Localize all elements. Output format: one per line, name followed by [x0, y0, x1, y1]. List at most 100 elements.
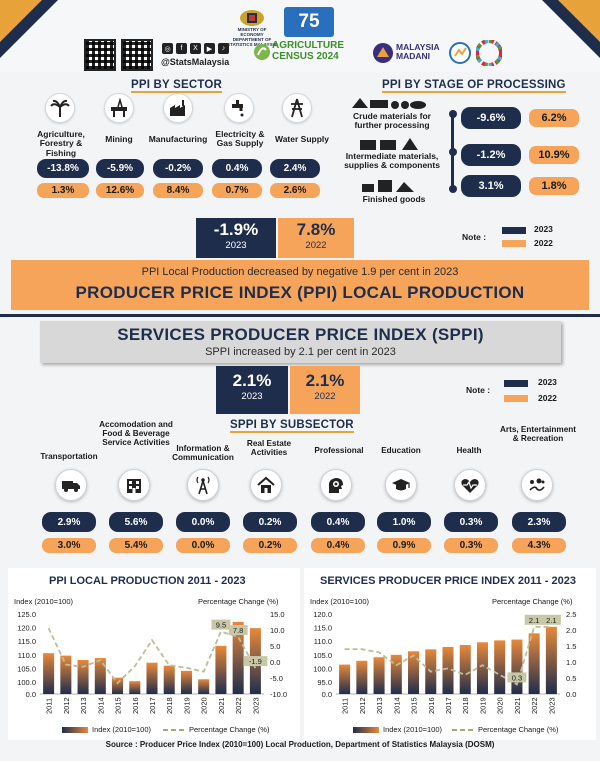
percentage-change-line — [47, 627, 257, 685]
x-tick-label: 2018 — [165, 697, 174, 714]
legend-year-2022-1: 2022 — [534, 238, 553, 248]
x-tick-label: 2014 — [392, 697, 401, 714]
bar-2020 — [494, 640, 506, 694]
tiktok-icon[interactable]: ♪ — [218, 43, 229, 54]
ministry-name: MINISTRY OF ECONOMY DEPARTMENT OF STATIS… — [227, 27, 277, 47]
bar-2014 — [94, 658, 106, 694]
sppi-left-axis-label: Index (2010=100) — [310, 597, 370, 606]
subsector-information-2023: 0.0% — [176, 512, 230, 532]
bar-2011 — [339, 664, 351, 694]
sector-label-manufacturing: Manufacturing — [148, 134, 208, 144]
left-tick-label: 120.0 — [313, 610, 332, 619]
subsector-label-arts: Arts, Entertainment & Recreation — [500, 425, 576, 444]
left-tick-label: 115.0 — [314, 624, 332, 633]
subsector-arts-2023: 2.3% — [512, 512, 566, 532]
x-icon[interactable]: X — [190, 43, 201, 54]
legend-note-1: Note : — [462, 232, 487, 242]
x-tick-label: 2020 — [496, 697, 505, 714]
sector-water-2022: 2.6% — [270, 183, 320, 198]
ppi-local-banner: PPI Local Production decreased by negati… — [11, 260, 589, 310]
stage-dot-1 — [449, 110, 457, 118]
legend-swatch-2023-2 — [504, 380, 528, 387]
bar-2015 — [408, 651, 420, 694]
x-tick-label: 2017 — [148, 697, 157, 714]
right-tick-label: 0.0 — [270, 658, 280, 667]
x-tick-label: 2022 — [530, 697, 539, 714]
ppi-local-title: PRODUCER PRICE INDEX (PPI) LOCAL PRODUCT… — [75, 283, 525, 302]
subsector-label-transportation: Transportation — [40, 452, 98, 461]
ppi-local-2023-year: 2023 — [225, 240, 247, 251]
bar-2019 — [180, 670, 192, 694]
left-tick-label: 125.0 — [17, 610, 36, 619]
sppi-2022-value: 2.1% — [305, 371, 345, 390]
bar-2017 — [146, 662, 158, 694]
x-tick-label: 2016 — [131, 697, 140, 714]
ppi-local-2023-value: -1.9% — [213, 220, 259, 239]
sector-water-2023: 2.4% — [270, 159, 320, 178]
ppi-left-axis-label: Index (2010=100) — [14, 597, 74, 606]
legend-year-2023-1: 2023 — [534, 224, 553, 234]
qr-code-2[interactable] — [121, 39, 153, 71]
legend-year-2022-2: 2022 — [538, 393, 557, 403]
right-tick-label: 2.0 — [566, 626, 576, 635]
x-tick-label: 2018 — [461, 697, 470, 714]
subsector-education-2022: 0.9% — [377, 538, 431, 553]
left-tick-label: 0.0 — [322, 690, 332, 699]
instagram-icon[interactable]: ◎ — [162, 43, 173, 54]
legend-year-2023-2: 2023 — [538, 377, 557, 387]
sector-agriculture-2023: -13.8% — [37, 159, 89, 178]
ppi-legend-line-swatch — [163, 729, 185, 731]
facebook-icon[interactable]: f — [176, 43, 187, 54]
qr-code-1[interactable] — [84, 39, 116, 71]
ppi-stage-title: PPI BY STAGE OF PROCESSING — [382, 79, 566, 93]
bar-2019 — [476, 642, 488, 694]
social-handle: @StatsMalaysia — [161, 57, 230, 67]
data-label-bg — [243, 656, 268, 667]
source-note: Source : Producer Price Index (2010=100)… — [105, 740, 495, 749]
x-tick-label: 2014 — [96, 697, 105, 714]
subsector-label-accomodation: Accomodation and Food & Beverage Service… — [99, 420, 173, 448]
bar-2017 — [442, 646, 454, 694]
legend-swatch-2022-2 — [504, 395, 528, 402]
left-tick-label: 110.0 — [314, 637, 332, 646]
stage-finished-2023: 3.1% — [461, 175, 521, 197]
sector-label-electricity: Electricity & Gas Supply — [215, 129, 265, 149]
sppi-2023-box: 2.1% 2023 — [216, 366, 288, 414]
sppi-2022-box: 2.1% 2022 — [290, 366, 360, 414]
subsector-label-professional: Professional — [314, 446, 364, 455]
youtube-icon[interactable]: ▶ — [204, 43, 215, 54]
bar-2015 — [112, 677, 124, 694]
crude-materials-icon — [352, 98, 426, 109]
left-tick-label: 105.0 — [17, 664, 36, 673]
x-tick-label: 2023 — [547, 697, 556, 714]
sdg-wheel-icon — [476, 40, 502, 66]
ppi-right-axis-label: Percentage Change (%) — [198, 597, 279, 606]
header-bar: MINISTRY OF ECONOMY DEPARTMENT OF STATIS… — [0, 0, 600, 72]
left-tick-label: 115.0 — [18, 637, 36, 646]
corner-accent-right — [558, 0, 600, 42]
bar-2021 — [215, 645, 227, 694]
right-tick-label: 0.5 — [566, 674, 576, 683]
antenna-icon — [187, 469, 219, 501]
corner-accent-left — [0, 0, 42, 42]
subsector-education-2023: 1.0% — [377, 512, 431, 532]
bar-2012 — [60, 655, 72, 694]
subsector-health-2023: 0.3% — [444, 512, 498, 532]
percentage-change-line — [344, 625, 552, 686]
left-tick-label: 0.0 — [26, 690, 36, 699]
palm-tree-icon — [45, 93, 75, 123]
sppi-title: SERVICES PRODUCER PRICE INDEX (SPPI) — [117, 325, 484, 344]
left-tick-label: 120.0 — [17, 624, 36, 633]
heart-pulse-icon — [454, 469, 486, 501]
legend-note-2: Note : — [466, 385, 491, 395]
oil-rig-icon — [104, 93, 134, 123]
subsector-real-estate-2022: 0.2% — [243, 538, 297, 553]
bar-2022 — [528, 633, 540, 694]
data-label: 0.3 — [512, 673, 522, 682]
left-tick-label: 100.0 — [313, 664, 332, 673]
subsector-health-2022: 0.3% — [444, 538, 498, 553]
sppi-right-axis-label: Percentage Change (%) — [492, 597, 573, 606]
sppi-subsector-title: SPPI BY SUBSECTOR — [230, 419, 354, 433]
factory-icon — [163, 93, 193, 123]
ppi-chart-title: PPI LOCAL PRODUCTION 2011 - 2023 — [49, 575, 246, 587]
